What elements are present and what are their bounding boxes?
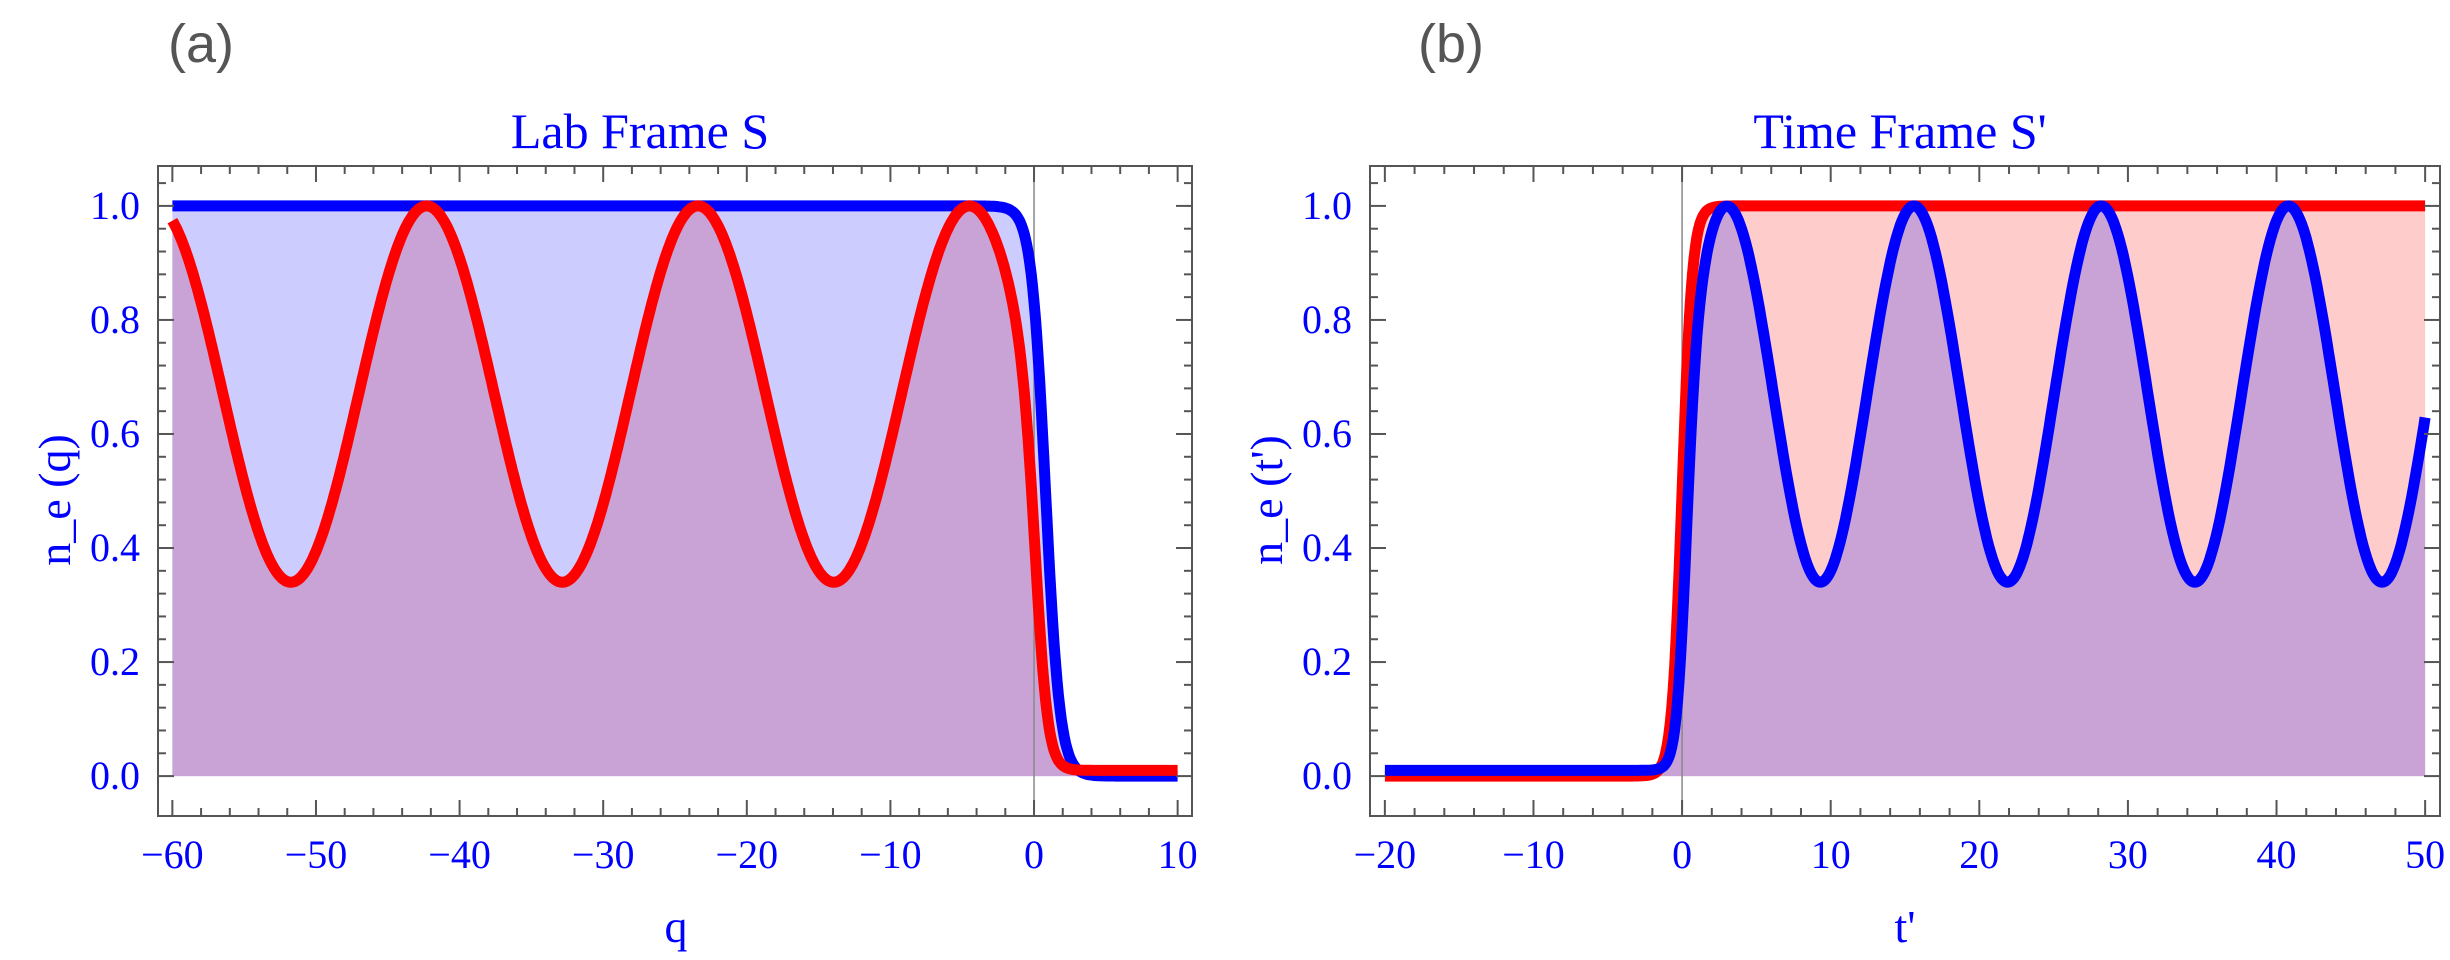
panel-0-red-oscillation-line [167, 200, 1182, 776]
panel-0-y-tick-label: 0.2 [90, 639, 140, 684]
panel-a: (a) Lab Frame S −60 −50 −40 −30 −20 −10 0 10 0.0… [29, 14, 1198, 952]
panel-1-y-tick-label: 0.8 [1302, 297, 1352, 342]
panel-0-blue-step-line [168, 200, 1182, 782]
panel-1-frame [1369, 165, 2441, 817]
panel-1-overlap-fill [1384, 205, 2426, 777]
panel-1-x-tick-label: 10 [1811, 832, 1851, 877]
panel-b: (b) Time Frame S' −20 −10 0 10 20 30 40 50 0.0 0.… [1241, 14, 2445, 952]
panel-0-x-tick-label: −60 [141, 832, 204, 877]
panel-b-label: (b) [1418, 14, 1484, 74]
panel-1-x-tick-label: 40 [2257, 832, 2297, 877]
panel-1-x-tick-label: 30 [2108, 832, 2148, 877]
panel-1-y-tick-label: 1.0 [1302, 183, 1352, 228]
panel-1-x-tick-label: −20 [1354, 832, 1417, 877]
panel-0-x-tick-label: −30 [572, 832, 635, 877]
panel-0-x-tick-label: 10 [1158, 832, 1198, 877]
panel-a-title: Lab Frame S [511, 103, 769, 159]
panel-0-y-tick-label: 0.6 [90, 411, 140, 456]
panel-1-x-tick-label: 0 [1672, 832, 1692, 877]
panel-0-x-tick-label: −20 [716, 832, 779, 877]
panel-b-title: Time Frame S' [1753, 103, 2046, 159]
panel-1-y-tick-label: 0.0 [1302, 753, 1352, 798]
panel-1-x-tick-label: 20 [1959, 832, 1999, 877]
panel-0-overlap-fill [172, 205, 1178, 777]
panel-b-x-axis-label: t' [1894, 901, 1915, 952]
panel-1-x-tick-label: 50 [2405, 832, 2445, 877]
panel-0-y-tick-label: 0.4 [90, 525, 140, 570]
panel-a-x-axis-label: q [665, 901, 688, 952]
panel-0-y-tick-label: 1.0 [90, 183, 140, 228]
panel-0-y-tick-label: 0.0 [90, 753, 140, 798]
panel-0-x-tick-label: −40 [428, 832, 491, 877]
panel-0-x-tick-label: −50 [285, 832, 348, 877]
panel-0-x-tick-label: 0 [1024, 832, 1044, 877]
panel-1-blue-oscillation-line [1380, 200, 2431, 776]
panel-a-label: (a) [168, 14, 234, 74]
panel-1-x-tick-label: −10 [1502, 832, 1565, 877]
panel-1-y-tick-label: 0.2 [1302, 639, 1352, 684]
panel-1-y-tick-label: 0.4 [1302, 525, 1352, 570]
panel-b-y-axis-label: n_e (t') [1241, 435, 1292, 565]
panel-1-y-tick-label: 0.6 [1302, 411, 1352, 456]
panel-0-y-tick-label: 0.8 [90, 297, 140, 342]
panel-a-y-axis-label: n_e (q) [29, 434, 80, 566]
panel-0-frame [157, 165, 1193, 817]
panel-0-x-tick-label: −10 [859, 832, 922, 877]
